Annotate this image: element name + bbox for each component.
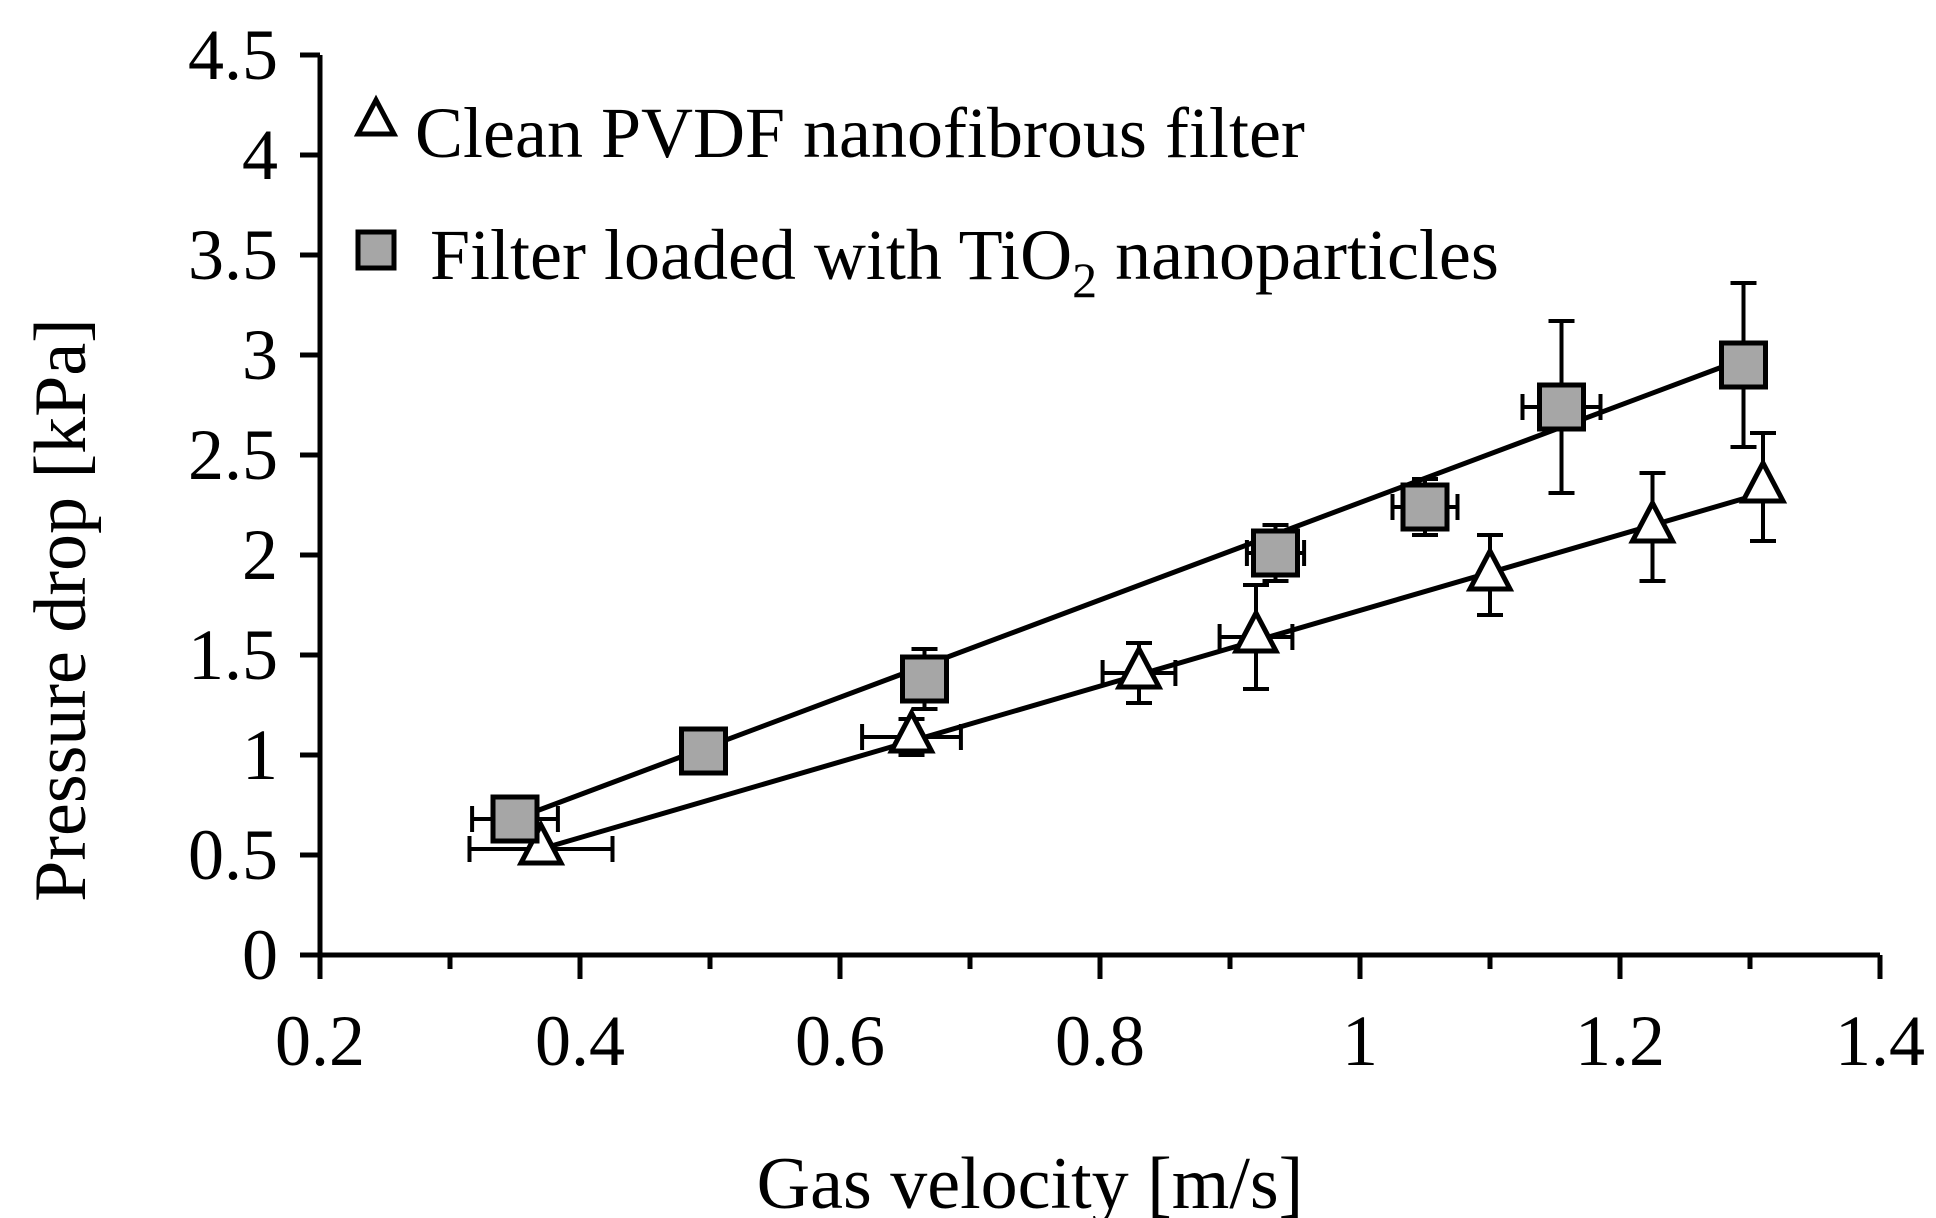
data-point-square [490, 794, 540, 844]
data-point-square [1400, 482, 1450, 532]
legend-label-loaded: Filter loaded with TiO2 nanoparticles [430, 215, 1499, 308]
data-point-square [1719, 340, 1768, 390]
x-axis-ticks: 0.2 0.4 0.6 0.8 1 1.2 1.4 [275, 955, 1925, 1081]
data-point-square [1537, 382, 1586, 432]
data-point-square [679, 726, 728, 776]
y-tick-label: 1.5 [188, 615, 278, 695]
y-tick-label: 4.5 [188, 15, 278, 95]
y-axis-title: Pressure drop [kPa] [20, 318, 102, 902]
data-point-triangle [516, 819, 566, 866]
y-tick-label: 3.5 [188, 215, 278, 295]
y-tick-label: 3 [242, 315, 278, 395]
y-tick-label: 4 [242, 115, 278, 195]
y-tick-label: 0.5 [188, 815, 278, 895]
y-tick-label: 1 [242, 715, 278, 795]
legend: Clean PVDF nanofibrous filter Filter loa… [353, 93, 1499, 308]
legend-label-loaded-main: Filter loaded with TiO [430, 215, 1072, 295]
error-bars [467, 281, 1776, 862]
data-point-triangle [1738, 457, 1788, 504]
data-point-triangle [1465, 545, 1515, 592]
x-tick-label: 0.6 [795, 1001, 885, 1081]
data-point-triangle [1628, 497, 1677, 544]
y-tick-label: 2.5 [188, 415, 278, 495]
legend-label-clean: Clean PVDF nanofibrous filter [415, 93, 1305, 173]
x-tick-label: 0.2 [275, 1001, 365, 1081]
x-tick-label: 0.8 [1055, 1001, 1145, 1081]
data-point-triangle [887, 707, 936, 754]
data-point-square [900, 654, 949, 704]
legend-label-loaded-tail: nanoparticles [1097, 215, 1499, 295]
x-tick-label: 0.4 [535, 1001, 625, 1081]
legend-label-loaded-sub: 2 [1072, 252, 1097, 308]
x-tick-label: 1.2 [1575, 1001, 1665, 1081]
y-tick-label: 2 [242, 515, 278, 595]
data-point-triangle [1114, 643, 1164, 690]
legend-square-marker [355, 229, 397, 271]
x-tick-label: 1 [1342, 1001, 1378, 1081]
data-point-triangle [1231, 607, 1281, 654]
data-markers [490, 340, 1788, 866]
x-tick-label: 1.4 [1835, 1001, 1925, 1081]
y-tick-label: 0 [242, 915, 278, 995]
legend-triangle-marker [353, 94, 399, 137]
y-axis-ticks: 0 0.5 1 1.5 2 2.5 3 3.5 4 4.5 [188, 15, 320, 995]
data-point-square [1251, 528, 1300, 578]
x-axis-title: Gas velocity [m/s] [757, 1143, 1304, 1218]
